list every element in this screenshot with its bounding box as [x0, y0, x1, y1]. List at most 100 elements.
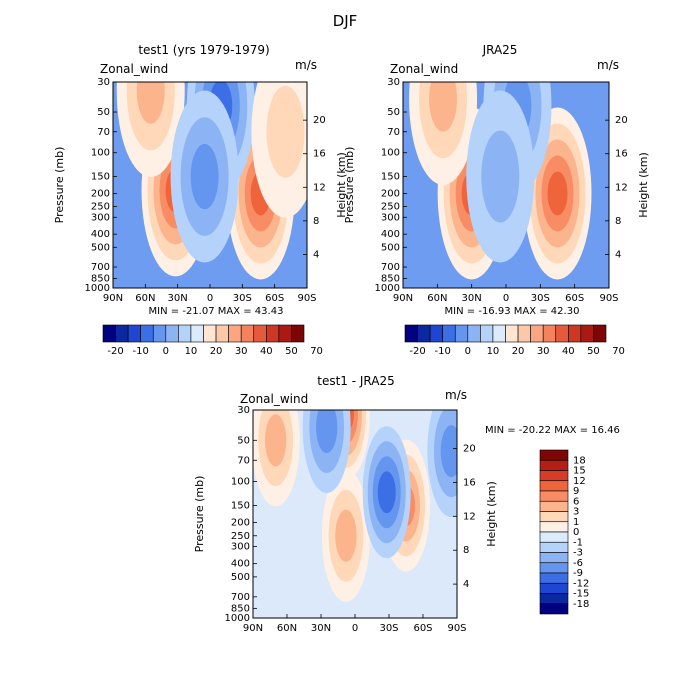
colorbar-label: 30	[537, 346, 550, 357]
colorbar-label: 30	[235, 346, 248, 357]
colorbar-swatch	[530, 324, 544, 343]
x-tick-label: 0	[352, 623, 358, 634]
x-tick-label: 90S	[297, 293, 316, 304]
colorbar-label: 18	[573, 455, 586, 466]
colorbar-swatch	[467, 324, 481, 343]
y2-tick-label: 4	[463, 579, 469, 590]
contour-level	[136, 82, 165, 124]
colorbar-swatch	[539, 593, 569, 605]
y-axis-label: Pressure (mb)	[193, 476, 206, 553]
y2-tick-label: 4	[313, 249, 319, 260]
colorbar-label: 0	[465, 346, 471, 357]
colorbar-label: -6	[573, 558, 583, 569]
y-tick-label: 700	[91, 262, 110, 273]
colorbar-swatch	[178, 324, 192, 343]
colorbar-swatch	[404, 324, 418, 343]
y-tick-label: 1000	[225, 613, 250, 624]
colorbar-label: 50	[587, 346, 600, 357]
x-tick-label: 60N	[135, 293, 155, 304]
x-tick-label: 30S	[379, 623, 398, 634]
colorbar-label: 10	[487, 346, 500, 357]
colorbar-swatch	[539, 541, 569, 553]
x-tick-label: 90N	[393, 293, 413, 304]
x-tick-label: 30S	[233, 293, 252, 304]
colorbar-label: 40	[260, 346, 273, 357]
y-tick-label: 250	[231, 531, 250, 542]
contour-level	[481, 130, 520, 223]
colorbar-swatch	[127, 324, 141, 343]
y-axis-label: Pressure (mb)	[53, 147, 66, 224]
y-tick-label: 50	[97, 107, 110, 118]
colorbar-swatch	[539, 572, 569, 584]
colorbar-label: 50	[285, 346, 298, 357]
y-tick-label: 150	[91, 172, 110, 183]
x-tick-label: 60S	[565, 293, 584, 304]
y-tick-label: 70	[97, 127, 110, 138]
colorbar-swatch	[480, 324, 494, 343]
y2-tick-label: 12	[463, 511, 476, 522]
y-tick-label: 500	[231, 572, 250, 583]
colorbar-swatch	[539, 511, 569, 523]
x-tick-label: 90S	[599, 293, 618, 304]
x-tick-label: 60S	[265, 293, 284, 304]
y-tick-label: 500	[381, 242, 400, 253]
x-tick-label: 60N	[427, 293, 447, 304]
y-tick-label: 50	[237, 435, 250, 446]
colorbar-label: -12	[573, 578, 589, 589]
colorbar-swatch	[539, 449, 569, 461]
colorbar-swatch	[152, 324, 167, 343]
contour-level	[265, 414, 287, 467]
variable-label: Zonal_wind	[240, 392, 308, 406]
y-tick-label: 200	[91, 188, 110, 199]
y-tick-label: 250	[381, 202, 400, 213]
y-tick-label: 1000	[375, 283, 400, 294]
colorbar-label: 3	[573, 507, 579, 518]
colorbar-swatch	[492, 324, 506, 343]
panel-3: test1 - JRA25 Zonal_wind m/s Pressure (mb) H…	[193, 374, 620, 634]
y-tick-label: 850	[231, 603, 250, 614]
colorbar-label: 12	[573, 476, 586, 487]
y-tick-label: 100	[91, 148, 110, 159]
colorbar-label: -9	[573, 568, 583, 579]
y-tick-label: 850	[91, 273, 110, 284]
colorbar-swatch	[593, 324, 607, 343]
colorbar-swatch	[568, 324, 582, 343]
colorbar-swatch	[102, 324, 116, 343]
colorbar-swatch	[140, 324, 154, 343]
y2-tick-label: 8	[463, 545, 469, 556]
colorbar-swatch	[291, 324, 305, 343]
y2-tick-label: 16	[313, 149, 326, 160]
colorbar-swatch	[539, 531, 569, 543]
y-tick-label: 100	[381, 148, 400, 159]
colorbar-swatch	[542, 324, 557, 343]
colorbar-swatch	[417, 324, 431, 343]
x-tick-label: 90S	[447, 623, 466, 634]
contour-level	[190, 143, 219, 210]
colorbar-swatch	[165, 324, 179, 343]
colorbar-label: -20	[409, 346, 425, 357]
field-contours	[253, 410, 457, 602]
colorbar-swatch	[442, 324, 456, 343]
y-axis-label: Pressure (mb)	[343, 147, 356, 224]
contour-level	[440, 425, 457, 478]
x-tick-label: 0	[503, 293, 509, 304]
panel-1: test1 (yrs 1979-1979) Zonal_wind m/s Pressu…	[53, 43, 348, 317]
y-tick-label: 30	[237, 405, 250, 416]
x-tick-label: 30N	[462, 293, 482, 304]
y-tick-label: 300	[231, 542, 250, 553]
y2-tick-label: 8	[313, 216, 319, 227]
field-contours	[409, 82, 592, 280]
colorbar-label: 6	[573, 496, 579, 507]
figure-title: DJF	[333, 12, 358, 30]
unit-label: m/s	[295, 58, 317, 72]
y-tick-label: 400	[231, 559, 250, 570]
colorbar-right: -20 -10 0 10 20 30 40 50 70	[404, 324, 625, 357]
colorbar-swatch	[517, 324, 531, 343]
colorbar-swatch	[539, 459, 569, 471]
y2-tick-label: 4	[615, 249, 621, 260]
y-tick-label: 30	[387, 77, 400, 88]
colorbar-label: -10	[133, 346, 149, 357]
colorbar-label: -18	[573, 599, 589, 610]
field-contours	[116, 82, 307, 280]
colorbar-swatch	[580, 324, 594, 343]
